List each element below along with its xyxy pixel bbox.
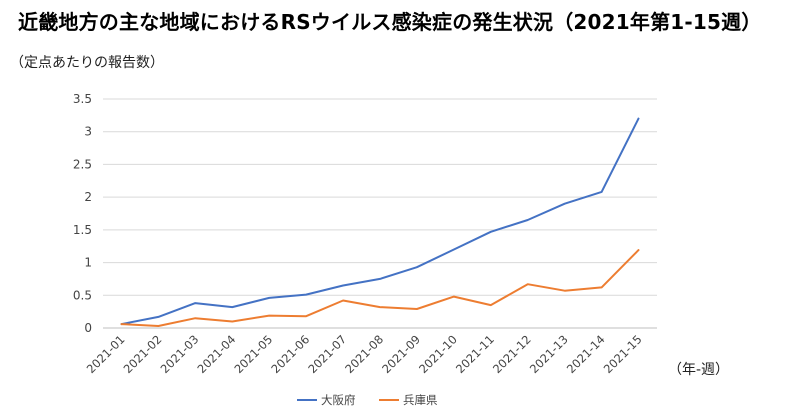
x-axis-label: （年-週） (668, 362, 729, 378)
y-axis-label: （定点あたりの報告数） (10, 55, 164, 71)
y-tick-label: 3 (84, 125, 92, 139)
x-tick-label: 2021-13 (527, 332, 571, 376)
x-tick-label: 2021-06 (268, 332, 312, 376)
y-tick-label: 1 (84, 256, 92, 270)
x-tick-label: 2021-14 (564, 332, 608, 376)
y-tick-label: 0.5 (73, 288, 92, 302)
y-tick-label: 3.5 (73, 92, 92, 106)
gridlines (103, 98, 657, 329)
series-line-1 (120, 249, 640, 327)
legend-label: 兵庫県 (403, 393, 438, 407)
y-tick-label: 0 (84, 321, 92, 335)
x-tick-label: 2021-15 (601, 332, 645, 376)
x-tick-label: 2021-12 (490, 332, 534, 376)
x-tick-label: 2021-10 (416, 332, 460, 376)
x-tick-label: 2021-01 (84, 332, 128, 376)
x-tick-label: 2021-04 (195, 332, 239, 376)
chart-title: 近畿地方の主な地域におけるRSウイルス感染症の発生状況（2021年第1-15週） (18, 10, 762, 34)
y-tick-label: 2.5 (73, 157, 92, 171)
x-tick-label: 2021-11 (453, 332, 497, 376)
series-line-0 (120, 117, 640, 326)
series-lines (120, 117, 640, 327)
legend-label: 大阪府 (321, 393, 356, 407)
x-tick-labels: 2021-012021-022021-032021-042021-052021-… (84, 332, 645, 376)
x-tick-label: 2021-08 (342, 332, 386, 376)
x-tick-label: 2021-09 (379, 332, 423, 376)
legend: 大阪府 兵庫県 (297, 393, 438, 407)
y-tick-label: 2 (84, 190, 92, 204)
x-tick-label: 2021-07 (305, 332, 349, 376)
y-tick-labels: 0 0.5 1 1.5 2 2.5 3 3.5 (73, 92, 92, 335)
x-tick-label: 2021-03 (158, 332, 202, 376)
y-tick-label: 1.5 (73, 223, 92, 237)
x-tick-label: 2021-05 (231, 332, 275, 376)
x-tick-label: 2021-02 (121, 332, 165, 376)
